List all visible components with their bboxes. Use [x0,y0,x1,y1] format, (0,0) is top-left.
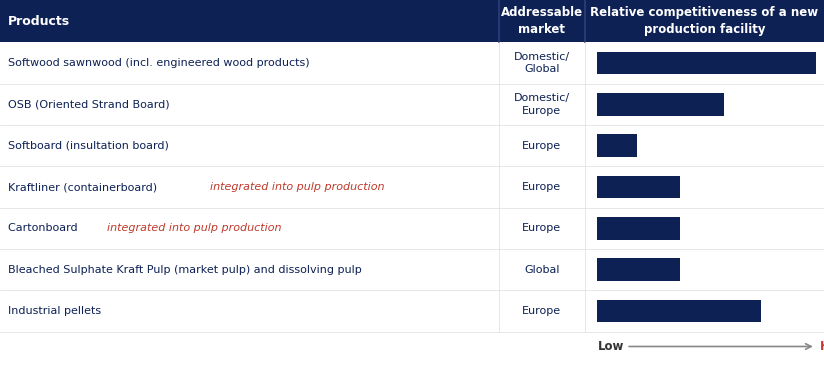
Bar [0,42,824,84]
Text: Europe: Europe [522,306,561,316]
Bar [499,0,585,42]
Text: Relative competitiveness of a new
production facility: Relative competitiveness of a new produc… [591,6,818,36]
Text: Softwood sawnwood (incl. engineered wood products): Softwood sawnwood (incl. engineered wood… [8,58,310,68]
Bar [597,134,637,157]
Text: integrated into pulp production: integrated into pulp production [107,223,282,234]
Text: Europe: Europe [522,223,561,234]
Text: Domestic/
Global: Domestic/ Global [513,52,570,74]
Text: integrated into pulp production: integrated into pulp production [209,182,384,192]
Text: Softboard (insultation board): Softboard (insultation board) [8,141,169,151]
Bar [0,0,499,42]
Text: Industrial pellets: Industrial pellets [8,306,101,316]
Bar [597,300,761,323]
Bar [585,0,824,42]
Bar [597,52,816,75]
Text: High: High [820,340,824,353]
Text: Europe: Europe [522,141,561,151]
Text: Europe: Europe [522,182,561,192]
Bar [597,258,681,281]
Bar [0,84,824,125]
Text: Global: Global [524,265,559,275]
Bar [597,176,681,199]
Text: Kraftliner (containerboard): Kraftliner (containerboard) [8,182,164,192]
Bar [597,93,724,116]
Bar [0,249,824,290]
Text: Products: Products [8,15,70,28]
Text: OSB (Oriented Strand Board): OSB (Oriented Strand Board) [8,99,170,110]
Text: Cartonboard: Cartonboard [8,223,85,234]
Text: Bleached Sulphate Kraft Pulp (market pulp) and dissolving pulp: Bleached Sulphate Kraft Pulp (market pul… [8,265,362,275]
Text: Low: Low [597,340,624,353]
Bar [597,217,681,240]
Bar [0,208,824,249]
Text: Addressable
market: Addressable market [501,6,583,36]
Text: Domestic/
Europe: Domestic/ Europe [513,93,570,115]
Bar [0,125,824,166]
Bar [0,166,824,208]
Bar [0,290,824,332]
